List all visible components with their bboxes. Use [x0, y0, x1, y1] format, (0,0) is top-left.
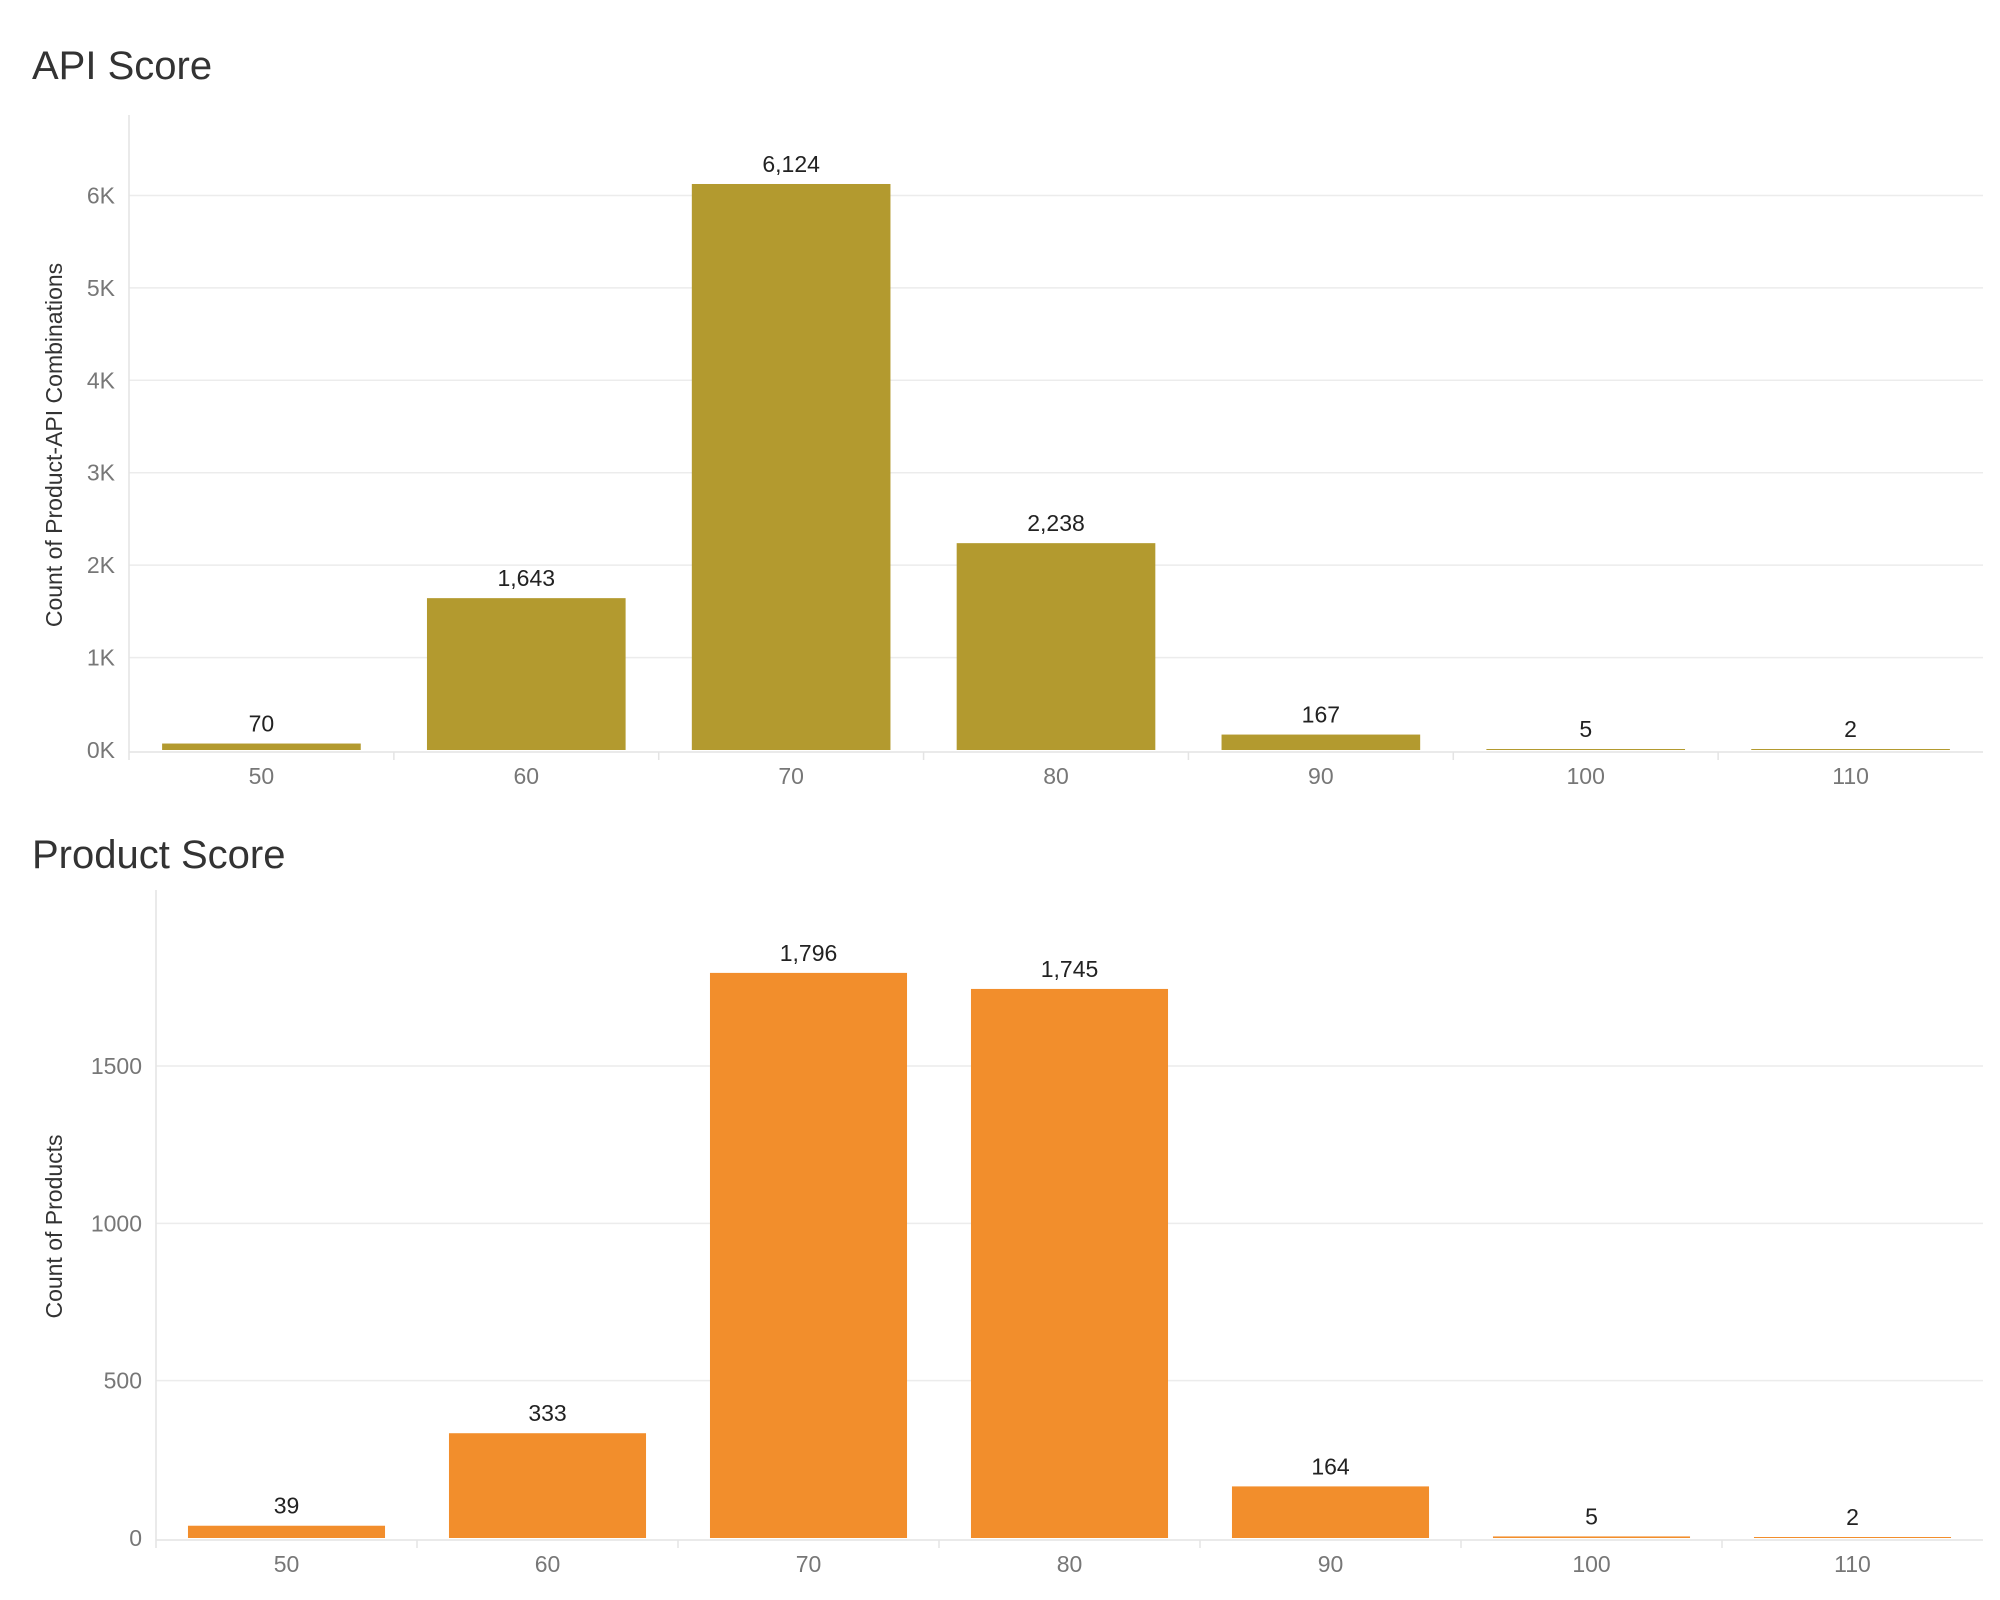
- x-tick-label: 90: [1308, 763, 1334, 789]
- data-label: 2,238: [1027, 510, 1085, 536]
- x-tick-label: 110: [1832, 763, 1869, 789]
- chart-title-product-score: Product Score: [32, 833, 286, 877]
- y-tick-label: 3K: [87, 460, 116, 486]
- data-label: 70: [249, 711, 275, 737]
- data-label: 1,643: [498, 565, 556, 591]
- y-tick-label: 1500: [91, 1053, 142, 1079]
- data-label: 333: [528, 1400, 566, 1426]
- data-label: 1,796: [780, 940, 838, 966]
- y-tick-label: 0: [129, 1525, 142, 1551]
- data-label: 167: [1302, 702, 1340, 728]
- bar: [187, 1525, 386, 1538]
- y-tick-label: 5K: [87, 275, 116, 301]
- x-tick-label: 70: [796, 1551, 822, 1577]
- y-tick-label: 1000: [91, 1210, 142, 1236]
- data-label: 1,745: [1041, 956, 1099, 982]
- y-axis-label: Count of Product-API Combinations: [41, 263, 67, 627]
- y-tick-label: 1K: [87, 645, 116, 671]
- bar: [970, 988, 1169, 1538]
- x-tick-label: 110: [1834, 1551, 1871, 1577]
- bar: [1486, 749, 1686, 750]
- bar: [448, 1433, 647, 1538]
- y-tick-label: 500: [104, 1368, 142, 1394]
- data-label: 2: [1846, 1504, 1859, 1530]
- y-tick-label: 6K: [87, 182, 116, 208]
- bar: [691, 183, 891, 750]
- chart-title-api-score: API Score: [32, 44, 213, 88]
- api-score-bar-chart: 0K 1K 2K 3K 4K 5K 6K Count of Product-API Combi…: [41, 115, 1983, 789]
- product-score-bar-chart: 0 500 1000 1500 Count of Products 39 50 333 60 1,…: [41, 890, 1983, 1577]
- bar: [1492, 1536, 1691, 1538]
- x-tick-label: 60: [535, 1551, 561, 1577]
- x-tick-label: 60: [513, 763, 539, 789]
- bar: [426, 598, 626, 750]
- bar: [1221, 734, 1421, 750]
- x-tick-label: 80: [1043, 763, 1069, 789]
- data-label: 39: [274, 1493, 300, 1519]
- bar: [162, 743, 361, 750]
- x-tick-label: 80: [1057, 1551, 1083, 1577]
- x-tick-label: 90: [1318, 1551, 1344, 1577]
- y-tick-label: 0K: [87, 737, 116, 763]
- x-tick-label: 70: [778, 763, 804, 789]
- y-tick-label: 4K: [87, 367, 116, 393]
- data-label: 5: [1585, 1503, 1598, 1529]
- bar: [709, 972, 908, 1538]
- x-tick-label: 50: [249, 763, 275, 789]
- bar: [956, 543, 1156, 750]
- data-label: 6,124: [762, 151, 820, 177]
- data-label: 5: [1579, 716, 1592, 742]
- x-tick-label: 100: [1567, 763, 1605, 789]
- x-tick-label: 100: [1572, 1551, 1610, 1577]
- bar: [1751, 749, 1950, 750]
- bar: [1753, 1537, 1952, 1538]
- bar: [1231, 1486, 1430, 1538]
- y-tick-label: 2K: [87, 552, 116, 578]
- data-label: 164: [1311, 1453, 1350, 1479]
- data-label: 2: [1844, 716, 1857, 742]
- x-tick-label: 50: [274, 1551, 300, 1577]
- y-axis-label: Count of Products: [41, 1134, 67, 1318]
